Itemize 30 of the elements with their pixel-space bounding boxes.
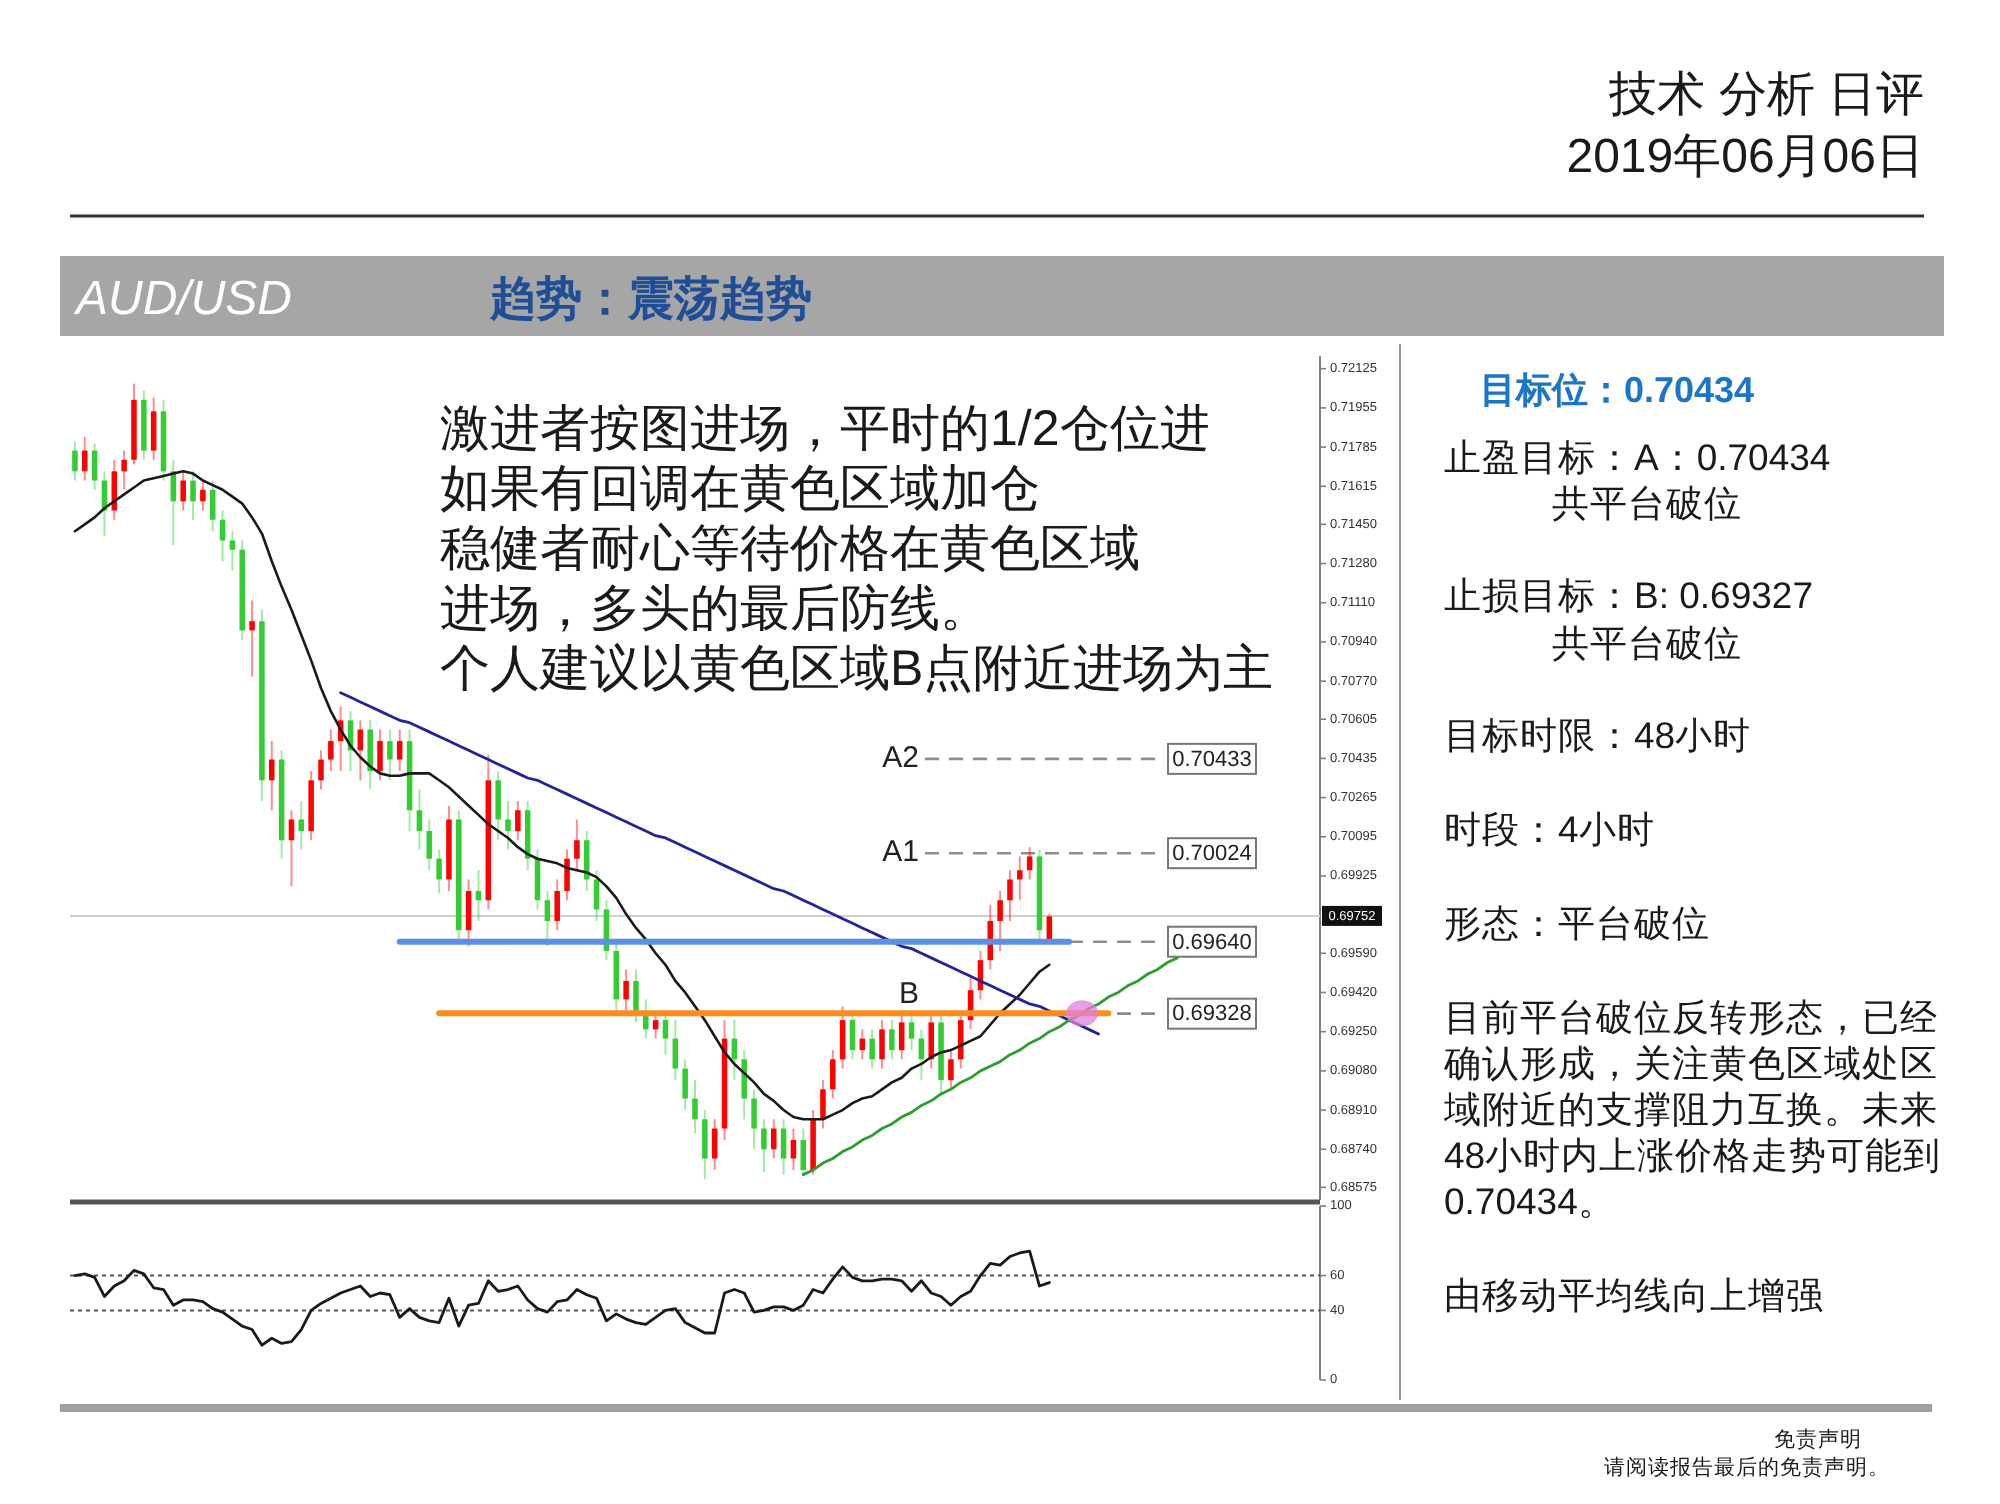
annotation: 如果有回调在黄色区域加仓: [440, 461, 1040, 518]
text: 技术 分析 日评: [1609, 68, 1924, 126]
text: 目标时限：48小时: [1444, 714, 1752, 759]
chart-title: AUD/USD: [72, 272, 293, 326]
text: 目标位：0.70434: [1480, 370, 1755, 414]
annotation: A2: [882, 740, 919, 775]
text: 2019年06月06日: [1566, 130, 1924, 188]
annotation: 个人建议以黄色区域B点附近进场为主: [440, 641, 1274, 698]
line-series: [339, 691, 1100, 1036]
text: 共平台破位: [1552, 622, 1742, 667]
ref-line-label: 0.70024: [1172, 841, 1252, 866]
text: 由移动平均线向上增强: [1444, 1274, 1824, 1319]
ref-line-label: 0.70433: [1172, 747, 1252, 772]
text: 止损目标：B: 0.69327: [1444, 574, 1813, 619]
text: 时段：4小时: [1444, 808, 1655, 853]
ref-line-label: 0.69640: [1172, 930, 1252, 955]
ref-line-label: 0.69328: [1172, 1002, 1252, 1027]
text: 止盈目标：A：0.70434: [1444, 436, 1831, 481]
text: 形态：平台破位: [1444, 902, 1710, 947]
text: 免责声明: [1774, 1428, 1862, 1454]
annotation: B: [898, 977, 919, 1012]
annotation: 进场，多头的最后防线。: [440, 581, 990, 638]
text: 目前平台破位反转形态，已经确认形成，关注黄色区域处区域附近的支撑阻力互换。未来48小时内上涨价格走势可能到0.70434。: [1444, 994, 1944, 1224]
chart-subtitle: 趋势：震荡趋势: [488, 272, 812, 324]
annotation: A1: [882, 835, 919, 870]
text: 请阅读报告最后的免责声明。: [1604, 1456, 1890, 1482]
text: 共平台破位: [1552, 482, 1742, 527]
line-series: [73, 1249, 1051, 1347]
annotation: 激进者按图进场，平时的1/2仓位进: [440, 401, 1210, 458]
annotation: 稳健者耐心等待价格在黄色区域: [440, 521, 1140, 578]
